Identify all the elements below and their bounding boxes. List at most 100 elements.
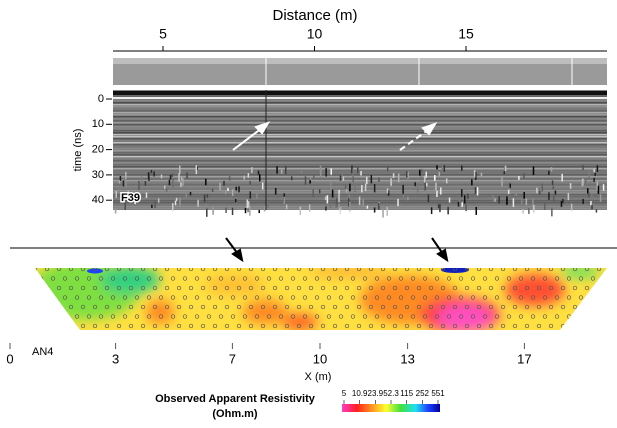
point (320, 304, 326, 310)
point (524, 268, 530, 272)
point (530, 276, 536, 281)
radar-noise (567, 192, 570, 201)
point (374, 276, 380, 281)
point (56, 268, 62, 272)
radar-noise (492, 194, 494, 201)
point (302, 314, 308, 319)
radar-band (113, 176, 607, 178)
radar-band (113, 134, 607, 136)
point (86, 295, 92, 300)
point (224, 268, 230, 272)
point (428, 285, 434, 291)
radar-band (113, 128, 607, 130)
radar-noise (351, 165, 353, 174)
radar-noise (448, 197, 451, 203)
point (416, 323, 422, 329)
point (230, 276, 236, 281)
point (296, 304, 302, 310)
radar-noise (463, 195, 466, 204)
radar-band (113, 106, 607, 108)
direct-wave (113, 97, 607, 99)
radar-band (113, 206, 607, 208)
radar-noise (588, 192, 590, 198)
point (440, 323, 446, 329)
radar-noise (300, 169, 303, 174)
point (74, 295, 80, 300)
point (356, 304, 362, 310)
radar-noise (366, 205, 369, 209)
radar-noise (180, 176, 183, 181)
radar-noise (219, 182, 221, 191)
radar-noise (507, 189, 510, 195)
point (488, 285, 494, 291)
radar-noise (419, 171, 421, 176)
point (380, 268, 386, 272)
point (380, 323, 386, 329)
point (35, 285, 38, 291)
point (80, 323, 86, 329)
point (374, 314, 380, 319)
point (572, 323, 578, 329)
radar-noise (169, 174, 172, 180)
radar-noise (504, 165, 507, 172)
point (566, 276, 572, 281)
point (356, 285, 362, 291)
radar-noise (338, 193, 340, 203)
point (266, 276, 272, 281)
point (68, 285, 74, 291)
radar-noise (203, 194, 206, 203)
radar-noise (247, 208, 249, 213)
point (524, 323, 530, 329)
radar-noise (554, 190, 557, 195)
point (326, 314, 332, 319)
point (482, 276, 488, 281)
point (116, 268, 122, 272)
point (368, 268, 374, 272)
radar-noise (591, 192, 593, 201)
radar-noise (599, 194, 602, 202)
radar-noise (437, 204, 440, 209)
radar-noise (178, 173, 180, 182)
radar-noise (325, 168, 327, 177)
point (278, 314, 284, 319)
point (146, 295, 152, 300)
point (482, 295, 488, 300)
radar-noise (538, 190, 541, 195)
colorbar-units: (Ohm.m) (212, 408, 258, 420)
radar-noise (118, 180, 121, 184)
point (494, 276, 500, 281)
point (452, 304, 458, 310)
radar-noise (348, 194, 350, 199)
radar-band (113, 172, 607, 174)
point (398, 314, 404, 319)
point (164, 304, 170, 310)
radar-noise (602, 184, 605, 191)
radar-noise (257, 170, 260, 175)
radar-noise (231, 207, 234, 216)
point (596, 268, 602, 272)
radar-band (113, 164, 607, 166)
point (50, 295, 56, 300)
radar-noise (357, 167, 359, 174)
radar-noise (596, 165, 599, 173)
radar-noise (536, 187, 538, 194)
radar-noise (414, 182, 416, 187)
point (578, 314, 584, 319)
point (92, 268, 98, 272)
point (374, 295, 380, 300)
point (422, 276, 428, 281)
radar-noise (212, 207, 214, 215)
point (536, 304, 542, 310)
radar-noise (186, 172, 188, 179)
radar-noise (397, 173, 400, 183)
line-label: AN4 (32, 346, 53, 358)
radar-band (113, 168, 607, 170)
point (140, 285, 146, 291)
point (242, 295, 248, 300)
radar-noise (358, 196, 361, 206)
point (170, 276, 176, 281)
point (254, 295, 260, 300)
point (530, 295, 536, 300)
point (500, 304, 506, 310)
point (416, 304, 422, 310)
